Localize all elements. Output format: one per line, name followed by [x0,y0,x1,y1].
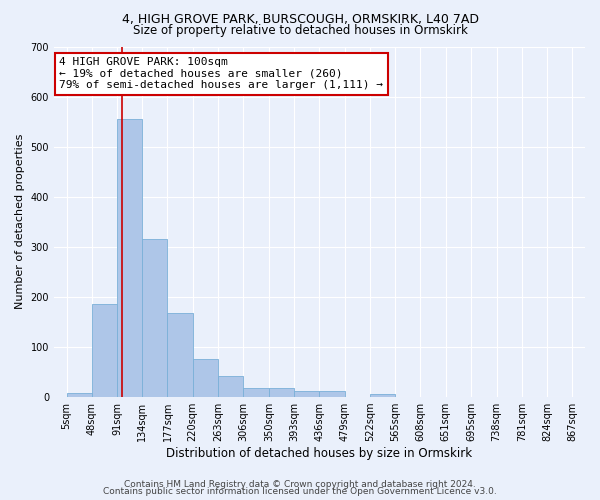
Bar [269,388,294,397]
Bar [243,388,269,397]
Text: Contains public sector information licensed under the Open Government Licence v3: Contains public sector information licen… [103,487,497,496]
Bar [142,240,167,397]
Bar [218,376,243,397]
Text: 4 HIGH GROVE PARK: 100sqm
← 19% of detached houses are smaller (260)
79% of semi: 4 HIGH GROVE PARK: 100sqm ← 19% of detac… [59,57,383,90]
Text: 4, HIGH GROVE PARK, BURSCOUGH, ORMSKIRK, L40 7AD: 4, HIGH GROVE PARK, BURSCOUGH, ORMSKIRK,… [121,12,479,26]
X-axis label: Distribution of detached houses by size in Ormskirk: Distribution of detached houses by size … [166,447,473,460]
Bar [319,391,344,397]
Text: Size of property relative to detached houses in Ormskirk: Size of property relative to detached ho… [133,24,467,37]
Bar [370,394,395,397]
Bar [117,119,142,397]
Bar [167,314,193,397]
Bar [193,358,218,397]
Bar [294,391,319,397]
Text: Contains HM Land Registry data © Crown copyright and database right 2024.: Contains HM Land Registry data © Crown c… [124,480,476,489]
Y-axis label: Number of detached properties: Number of detached properties [15,134,25,310]
Bar [67,393,92,397]
Bar [92,304,117,397]
